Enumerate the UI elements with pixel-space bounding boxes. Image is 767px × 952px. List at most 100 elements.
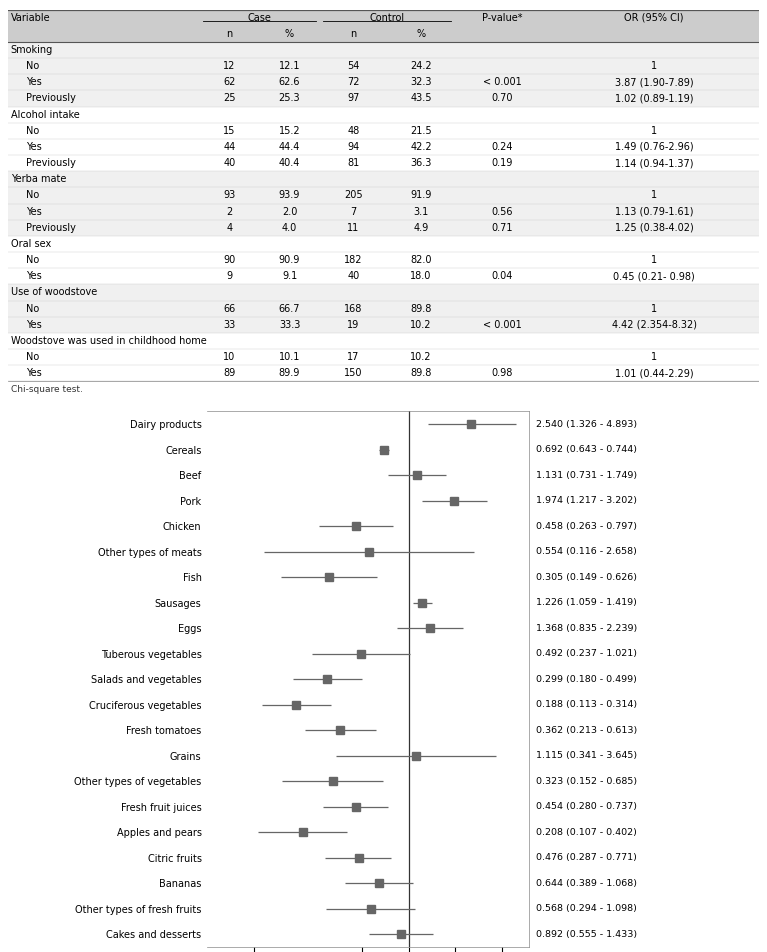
Text: Variable: Variable — [11, 12, 51, 23]
Bar — [8, 349, 759, 366]
Text: Yes: Yes — [26, 77, 42, 88]
Text: 10.2: 10.2 — [410, 352, 432, 362]
Text: 205: 205 — [344, 190, 363, 201]
Text: 89.8: 89.8 — [410, 304, 432, 313]
Bar — [8, 188, 759, 204]
Text: 0.568 (0.294 - 1.098): 0.568 (0.294 - 1.098) — [535, 904, 637, 914]
Text: 0.19: 0.19 — [491, 158, 512, 169]
Text: 33: 33 — [223, 320, 235, 329]
Text: Case: Case — [248, 12, 272, 23]
Bar — [8, 155, 759, 171]
Text: 0.24: 0.24 — [491, 142, 512, 152]
Text: No: No — [26, 190, 40, 201]
Text: 1.131 (0.731 - 1.749): 1.131 (0.731 - 1.749) — [535, 470, 637, 480]
Text: Yes: Yes — [26, 271, 42, 281]
Text: 1.25 (0.38-4.02): 1.25 (0.38-4.02) — [614, 223, 693, 233]
Text: 89.8: 89.8 — [410, 368, 432, 378]
Bar — [8, 268, 759, 285]
Bar — [8, 90, 759, 107]
Text: 0.323 (0.152 - 0.685): 0.323 (0.152 - 0.685) — [535, 777, 637, 786]
Text: 21.5: 21.5 — [410, 126, 432, 136]
Bar — [8, 204, 759, 220]
Text: 182: 182 — [344, 255, 363, 265]
Text: 82.0: 82.0 — [410, 255, 432, 265]
Text: Use of woodstove: Use of woodstove — [11, 288, 97, 297]
Text: OR (95% CI): OR (95% CI) — [624, 12, 684, 23]
Bar — [8, 58, 759, 74]
Bar — [8, 252, 759, 268]
Text: Yes: Yes — [26, 207, 42, 217]
Text: 54: 54 — [347, 61, 360, 71]
Text: 0.458 (0.263 - 0.797): 0.458 (0.263 - 0.797) — [535, 522, 637, 530]
Text: 0.305 (0.149 - 0.626): 0.305 (0.149 - 0.626) — [535, 573, 637, 582]
Text: 0.299 (0.180 - 0.499): 0.299 (0.180 - 0.499) — [535, 675, 637, 684]
Text: 1.14 (0.94-1.37): 1.14 (0.94-1.37) — [615, 158, 693, 169]
Text: Oral sex: Oral sex — [11, 239, 51, 249]
Text: 1: 1 — [651, 304, 657, 313]
Text: Yes: Yes — [26, 368, 42, 378]
Text: 12.1: 12.1 — [278, 61, 301, 71]
Text: P-value*: P-value* — [482, 12, 522, 23]
Text: 1.01 (0.44-2.29): 1.01 (0.44-2.29) — [615, 368, 693, 378]
Text: Previously: Previously — [26, 158, 77, 169]
Text: 1.226 (1.059 - 1.419): 1.226 (1.059 - 1.419) — [535, 598, 637, 607]
Text: 1.02 (0.89-1.19): 1.02 (0.89-1.19) — [615, 93, 693, 104]
Bar — [8, 42, 759, 58]
Text: 90: 90 — [223, 255, 235, 265]
Text: 0.692 (0.643 - 0.744): 0.692 (0.643 - 0.744) — [535, 446, 637, 454]
Text: 168: 168 — [344, 304, 363, 313]
Text: 1: 1 — [651, 255, 657, 265]
Text: Control: Control — [370, 12, 405, 23]
Text: Yerba mate: Yerba mate — [11, 174, 66, 185]
Text: Previously: Previously — [26, 93, 77, 104]
Bar — [8, 366, 759, 382]
Text: 19: 19 — [347, 320, 360, 329]
Text: 62: 62 — [223, 77, 235, 88]
Text: 1.49 (0.76-2.96): 1.49 (0.76-2.96) — [615, 142, 693, 152]
Text: 0.208 (0.107 - 0.402): 0.208 (0.107 - 0.402) — [535, 828, 637, 837]
Text: 44: 44 — [223, 142, 235, 152]
Bar — [8, 236, 759, 252]
Text: 0.56: 0.56 — [491, 207, 512, 217]
Text: 40.4: 40.4 — [279, 158, 300, 169]
Text: 36.3: 36.3 — [410, 158, 432, 169]
Text: 3.87 (1.90-7.89): 3.87 (1.90-7.89) — [615, 77, 693, 88]
Text: 44.4: 44.4 — [279, 142, 300, 152]
Text: Yes: Yes — [26, 320, 42, 329]
Text: 4: 4 — [226, 223, 232, 233]
Text: Smoking: Smoking — [11, 45, 53, 55]
Text: 0.362 (0.213 - 0.613): 0.362 (0.213 - 0.613) — [535, 725, 637, 735]
Text: 10.2: 10.2 — [410, 320, 432, 329]
Text: 12: 12 — [223, 61, 235, 71]
Text: 4.42 (2.354-8.32): 4.42 (2.354-8.32) — [611, 320, 696, 329]
Bar — [8, 285, 759, 301]
Text: 93.9: 93.9 — [279, 190, 300, 201]
Text: 40: 40 — [223, 158, 235, 169]
Bar — [8, 74, 759, 90]
Bar — [8, 123, 759, 139]
Text: 1: 1 — [651, 352, 657, 362]
Bar — [8, 301, 759, 317]
Text: 32.3: 32.3 — [410, 77, 432, 88]
Text: No: No — [26, 352, 40, 362]
Text: 2.540 (1.326 - 4.893): 2.540 (1.326 - 4.893) — [535, 420, 637, 428]
Text: 10: 10 — [223, 352, 235, 362]
Text: 40: 40 — [347, 271, 360, 281]
Text: 9: 9 — [226, 271, 232, 281]
Text: %: % — [285, 29, 294, 39]
Text: < 0.001: < 0.001 — [482, 320, 522, 329]
Text: 91.9: 91.9 — [410, 190, 432, 201]
Text: n: n — [226, 29, 232, 39]
Text: No: No — [26, 61, 40, 71]
Text: 150: 150 — [344, 368, 363, 378]
Text: 66.7: 66.7 — [278, 304, 301, 313]
Text: 25: 25 — [223, 93, 235, 104]
Bar — [8, 171, 759, 188]
Text: Yes: Yes — [26, 142, 42, 152]
Text: No: No — [26, 304, 40, 313]
Bar — [8, 333, 759, 349]
Text: %: % — [416, 29, 426, 39]
Text: 2.0: 2.0 — [281, 207, 298, 217]
Text: 94: 94 — [347, 142, 360, 152]
Text: 4.9: 4.9 — [413, 223, 429, 233]
